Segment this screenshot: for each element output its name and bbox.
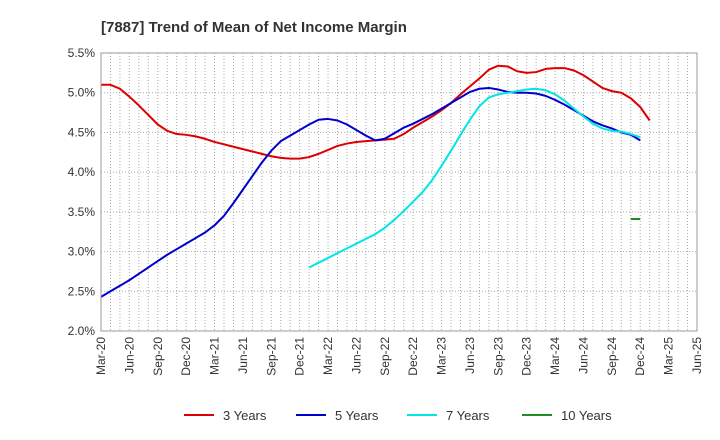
chart-title: [7887] Trend of Mean of Net Income Margi…	[101, 19, 407, 36]
x-tick-label: Sep-23	[491, 337, 505, 376]
y-tick-label: 4.5%	[68, 125, 96, 139]
plot-area	[101, 53, 697, 331]
x-axis: Mar-20 Jun-20 Sep-20 Dec-20 Mar-21 Jun-21 Sep-…	[94, 337, 704, 376]
x-tick-label: Jun-22	[349, 337, 363, 374]
x-tick-label: Dec-20	[179, 337, 193, 376]
legend-label: 7 Years	[446, 408, 490, 423]
y-tick-label: 5.0%	[68, 86, 96, 100]
y-tick-label: 2.0%	[68, 324, 96, 338]
x-tick-label: Sep-24	[605, 337, 619, 376]
x-tick-label: Sep-20	[151, 337, 165, 376]
x-tick-label: Mar-21	[208, 337, 222, 375]
x-tick-label: Jun-25	[690, 337, 704, 374]
x-tick-label: Mar-23	[435, 337, 449, 375]
x-tick-label: Dec-24	[633, 337, 647, 376]
x-tick-label: Dec-23	[520, 337, 534, 376]
x-tick-label: Jun-24	[576, 337, 590, 374]
x-tick-label: Jun-23	[463, 337, 477, 374]
legend-label: 3 Years	[223, 408, 267, 423]
x-tick-label: Mar-25	[662, 337, 676, 375]
grid	[101, 52, 697, 332]
x-tick-label: Mar-22	[321, 337, 335, 375]
legend: 3 Years 5 Years 7 Years 10 Years	[184, 408, 612, 423]
x-tick-label: Dec-22	[406, 337, 420, 376]
y-tick-label: 3.0%	[68, 245, 96, 259]
x-tick-label: Dec-21	[293, 337, 307, 376]
series-layer	[100, 64, 651, 298]
legend-label: 10 Years	[561, 408, 612, 423]
x-tick-label: Mar-20	[94, 337, 108, 375]
y-tick-label: 3.5%	[68, 205, 96, 219]
x-tick-label: Sep-21	[264, 337, 278, 376]
legend-label: 5 Years	[335, 408, 379, 423]
series-line-7-years	[308, 87, 641, 269]
series-line-5-years	[100, 86, 641, 298]
y-tick-label: 2.5%	[68, 284, 96, 298]
y-tick-label: 4.0%	[68, 165, 96, 179]
x-tick-label: Mar-24	[548, 337, 562, 375]
plot-frame	[100, 52, 698, 332]
y-axis: 5.5% 5.0% 4.5% 4.0% 3.5% 3.0% 2.5% 2.0%	[68, 46, 96, 338]
x-tick-label: Sep-22	[378, 337, 392, 376]
x-tick-label: Jun-20	[122, 337, 136, 374]
y-tick-label: 5.5%	[68, 46, 96, 60]
x-tick-label: Jun-21	[236, 337, 250, 374]
